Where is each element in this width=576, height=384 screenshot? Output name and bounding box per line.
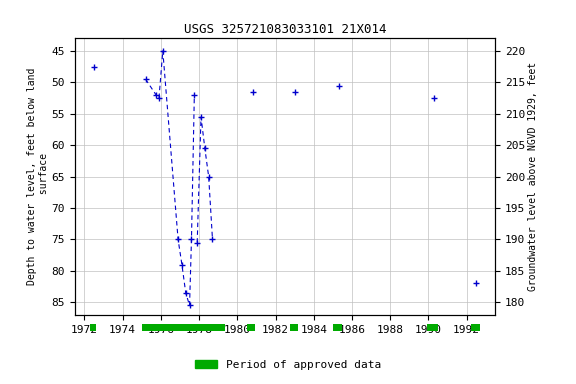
Bar: [427, 323, 438, 331]
Bar: [290, 323, 298, 331]
Bar: [471, 323, 480, 331]
Bar: [90, 323, 96, 331]
Y-axis label: Depth to water level, feet below land
 surface: Depth to water level, feet below land su…: [27, 68, 49, 285]
Y-axis label: Groundwater level above NGVD 1929, feet: Groundwater level above NGVD 1929, feet: [528, 62, 538, 291]
Title: USGS 325721083033101 21X014: USGS 325721083033101 21X014: [184, 23, 386, 36]
Bar: [142, 323, 225, 331]
Bar: [333, 323, 343, 331]
Bar: [247, 323, 255, 331]
Legend: Period of approved data: Period of approved data: [191, 356, 385, 375]
